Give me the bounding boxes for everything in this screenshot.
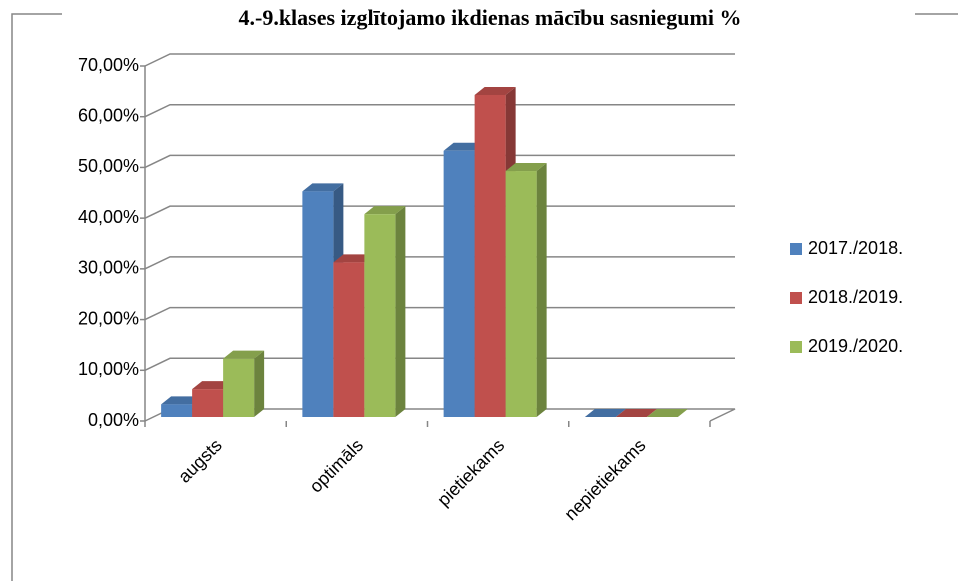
y-tick-label: 0,00% bbox=[88, 410, 139, 430]
bar-top bbox=[223, 350, 265, 359]
bar-top bbox=[474, 86, 516, 95]
bar bbox=[505, 171, 537, 417]
chart-title: 4.-9.klases izglītojamo ikdienas mācību … bbox=[239, 5, 742, 30]
bar bbox=[223, 358, 255, 417]
y-tick-label: 30,00% bbox=[78, 258, 139, 278]
legend-label: 2019./2020. bbox=[808, 336, 903, 356]
bar-top bbox=[584, 409, 626, 417]
bar bbox=[161, 404, 193, 417]
bar bbox=[192, 389, 224, 417]
bar-top bbox=[364, 206, 406, 215]
bar-side bbox=[254, 350, 265, 417]
bar-top bbox=[161, 396, 203, 405]
bar bbox=[302, 191, 334, 417]
y-tick-label: 10,00% bbox=[78, 359, 139, 379]
grid-line bbox=[144, 53, 735, 67]
bar bbox=[443, 150, 475, 417]
y-tick-label: 50,00% bbox=[78, 156, 139, 176]
bar-top bbox=[192, 381, 234, 390]
bar-top bbox=[333, 254, 375, 263]
y-tick-label: 40,00% bbox=[78, 207, 139, 227]
bar-top bbox=[646, 409, 688, 417]
x-tick-label: pietiekams bbox=[433, 435, 508, 510]
grid-line bbox=[144, 256, 735, 270]
legend-label: 2018./2019. bbox=[808, 287, 903, 307]
bar-top bbox=[302, 183, 344, 192]
bar-top bbox=[443, 142, 485, 151]
legend-swatch bbox=[790, 341, 802, 353]
bar-top bbox=[615, 409, 657, 417]
x-tick-label: nepietiekams bbox=[560, 435, 649, 524]
bar-side bbox=[395, 206, 406, 417]
bar-side bbox=[536, 163, 547, 417]
bar bbox=[474, 94, 506, 417]
grid-line bbox=[144, 103, 735, 118]
legend-label: 2017./2018. bbox=[808, 238, 903, 258]
grid-line bbox=[144, 205, 735, 219]
y-tick-label: 70,00% bbox=[78, 55, 139, 75]
frame bbox=[11, 13, 958, 581]
grid-line bbox=[144, 357, 735, 371]
legend-swatch bbox=[790, 292, 802, 304]
x-tick-label: augsts bbox=[174, 435, 226, 487]
grid-line bbox=[144, 306, 735, 321]
bar-top bbox=[505, 163, 547, 172]
y-tick-label: 20,00% bbox=[78, 308, 139, 328]
x-tick-label: optimāls bbox=[306, 435, 368, 497]
bar bbox=[333, 262, 365, 417]
y-tick-label: 60,00% bbox=[78, 105, 139, 125]
legend-swatch bbox=[790, 243, 802, 255]
grid-line bbox=[144, 154, 735, 169]
bar bbox=[364, 214, 396, 417]
